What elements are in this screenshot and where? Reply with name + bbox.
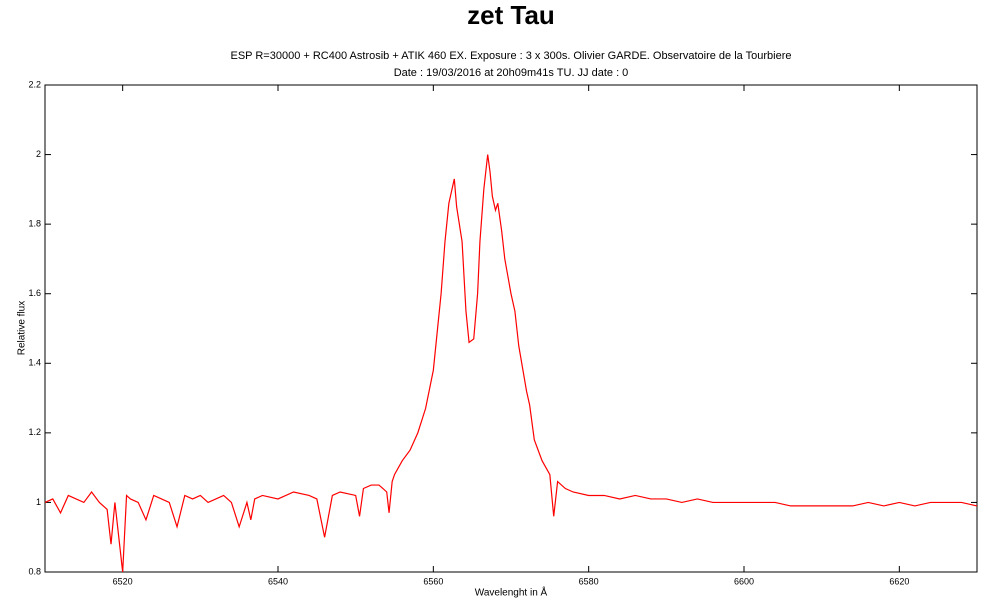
- y-tick-label: 0.8: [28, 566, 41, 576]
- y-tick-label: 1.8: [28, 219, 41, 229]
- x-tick-label: 6520: [113, 576, 133, 586]
- plot-frame: [44, 84, 978, 573]
- x-axis-label: Wavelenght in Å: [475, 586, 548, 599]
- spectrum-line: [44, 154, 978, 573]
- chart-title: zet Tau: [467, 0, 555, 30]
- y-tick-label: 1.6: [28, 288, 41, 298]
- x-tick-label: 6580: [579, 576, 599, 586]
- y-tick-label: 1.2: [28, 427, 41, 437]
- x-tick-label: 6620: [889, 576, 909, 586]
- chart-subtitle: Date : 19/03/2016 at 20h09m41s TU. JJ da…: [394, 67, 629, 79]
- x-tick-label: 6540: [268, 576, 288, 586]
- x-tick-label: 6600: [734, 576, 754, 586]
- chart-subtitle: ESP R=30000 + RC400 Astrosib + ATIK 460 …: [231, 50, 792, 62]
- y-tick-label: 1.4: [28, 358, 41, 368]
- x-tick-label: 6560: [423, 576, 443, 586]
- y-tick-label: 2.2: [28, 79, 41, 89]
- y-axis-label: Relative flux: [17, 301, 28, 355]
- y-tick-label: 1: [36, 497, 41, 507]
- y-tick-label: 2: [36, 149, 41, 159]
